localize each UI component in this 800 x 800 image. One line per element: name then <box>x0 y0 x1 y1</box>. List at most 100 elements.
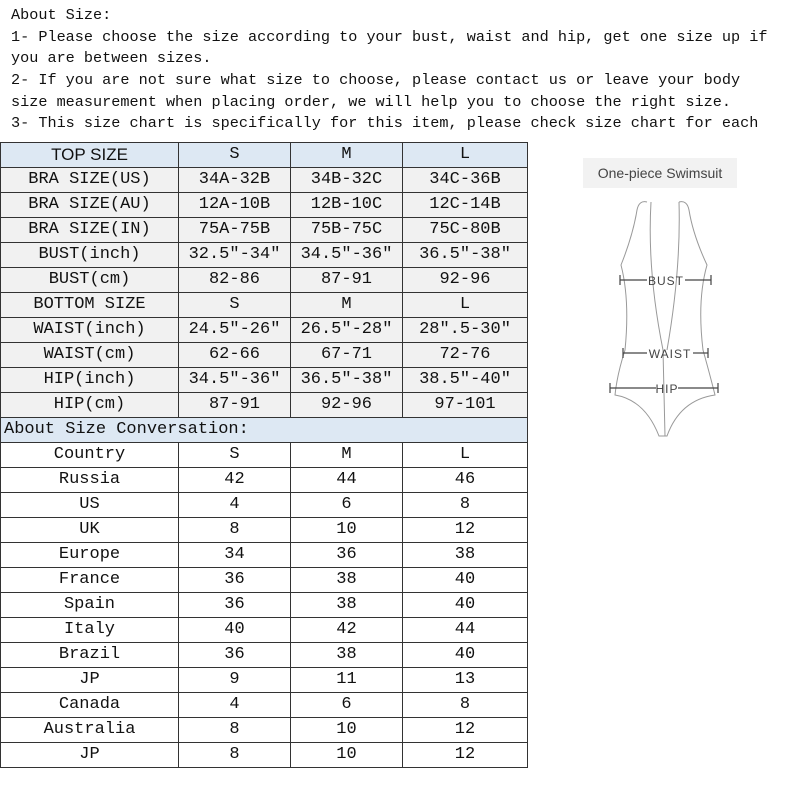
size-cell: 12A-10B <box>178 192 291 218</box>
instruction-line: 3- This size chart is specifically for t… <box>11 114 759 133</box>
hip-label: HIP <box>655 382 678 396</box>
table-row: BRA SIZE(US) 34A-32B 34B-32C 34C-36B <box>0 167 528 193</box>
table-row: WAIST(inch) 24.5″-26″ 26.5″-28″ 28″.5-30″ <box>0 317 528 343</box>
size-cell: 38 <box>290 567 403 593</box>
size-cell: 4 <box>178 492 291 518</box>
size-cell: 36 <box>290 542 403 568</box>
table-row: France 36 38 40 <box>0 567 528 593</box>
size-cell: 8 <box>178 717 291 743</box>
size-cell: 38.5″-40″ <box>402 367 528 393</box>
size-cell: 34C-36B <box>402 167 528 193</box>
instruction-line: you are between sizes. <box>11 49 212 68</box>
size-cell: L <box>402 292 528 318</box>
row-label: HIP(inch) <box>0 367 179 393</box>
size-cell: 44 <box>402 617 528 643</box>
size-cell: 10 <box>290 517 403 543</box>
instruction-line: 2- If you are not sure what size to choo… <box>11 71 741 90</box>
size-cell: 72-76 <box>402 342 528 368</box>
size-cell: 26.5″-28″ <box>290 317 403 343</box>
size-cell: 10 <box>290 717 403 743</box>
size-cell: 97-101 <box>402 392 528 418</box>
size-cell: 34.5″-36″ <box>290 242 403 268</box>
row-label: Country <box>0 442 179 468</box>
size-cell: S <box>178 142 291 168</box>
size-cell: 36 <box>178 567 291 593</box>
size-cell: 6 <box>290 692 403 718</box>
row-label: US <box>0 492 179 518</box>
row-label: BRA SIZE(IN) <box>0 217 179 243</box>
size-cell: 9 <box>178 667 291 693</box>
table-row: Australia 8 10 12 <box>0 717 528 743</box>
row-label: WAIST(inch) <box>0 317 179 343</box>
table-row: WAIST(cm) 62-66 67-71 72-76 <box>0 342 528 368</box>
row-label: BOTTOM SIZE <box>0 292 179 318</box>
diagram-title: One-piece Swimsuit <box>583 158 737 188</box>
table-row: Spain 36 38 40 <box>0 592 528 618</box>
row-label: BUST(cm) <box>0 267 179 293</box>
size-cell: 24.5″-26″ <box>178 317 291 343</box>
size-cell: 67-71 <box>290 342 403 368</box>
size-cell: 12 <box>402 717 528 743</box>
row-label: France <box>0 567 179 593</box>
size-cell: 38 <box>402 542 528 568</box>
table-row: Brazil 36 38 40 <box>0 642 528 668</box>
row-label: JP <box>0 742 179 768</box>
size-cell: 92-96 <box>402 267 528 293</box>
bust-label: BUST <box>648 274 684 288</box>
size-cell: 36.5″-38″ <box>402 242 528 268</box>
row-label: BUST(inch) <box>0 242 179 268</box>
size-cell: 82-86 <box>178 267 291 293</box>
swimsuit-outline-icon: BUST WAIST HIP <box>609 201 719 437</box>
table-row: Russia 42 44 46 <box>0 467 528 493</box>
row-label: BRA SIZE(US) <box>0 167 179 193</box>
size-cell: 75B-75C <box>290 217 403 243</box>
size-cell: L <box>402 142 528 168</box>
row-label: HIP(cm) <box>0 392 179 418</box>
size-cell: M <box>290 442 403 468</box>
row-label: Europe <box>0 542 179 568</box>
size-cell: 34B-32C <box>290 167 403 193</box>
size-cell: 32.5″-34″ <box>178 242 291 268</box>
table-row: Europe 34 36 38 <box>0 542 528 568</box>
size-cell: 92-96 <box>290 392 403 418</box>
table-row: Italy 40 42 44 <box>0 617 528 643</box>
table-row: BRA SIZE(IN) 75A-75B 75B-75C 75C-80B <box>0 217 528 243</box>
waist-label: WAIST <box>649 347 692 361</box>
row-label: Brazil <box>0 642 179 668</box>
row-label: Australia <box>0 717 179 743</box>
row-label: Italy <box>0 617 179 643</box>
size-cell: 12 <box>402 742 528 768</box>
size-cell: 34A-32B <box>178 167 291 193</box>
size-cell: 44 <box>290 467 403 493</box>
instruction-line: size measurement when placing order, we … <box>11 92 732 111</box>
size-cell: 40 <box>402 567 528 593</box>
size-chart-table: TOP SIZE S M L BRA SIZE(US) 34A-32B 34B-32C 34C… <box>0 142 528 768</box>
size-cell: 12 <box>402 517 528 543</box>
size-cell: 87-91 <box>290 267 403 293</box>
swimsuit-measurement-diagram: One-piece Swimsuit BUST WAIST HIP <box>575 150 755 450</box>
size-cell: 75C-80B <box>402 217 528 243</box>
row-label: UK <box>0 517 179 543</box>
instruction-line: About Size: <box>11 6 112 24</box>
conversion-title: About Size Conversation: <box>0 417 528 443</box>
size-cell: 13 <box>402 667 528 693</box>
size-cell: 62-66 <box>178 342 291 368</box>
size-cell: 10 <box>290 742 403 768</box>
table-row: HIP(cm) 87-91 92-96 97-101 <box>0 392 528 418</box>
size-cell: 36.5″-38″ <box>290 367 403 393</box>
size-cell: S <box>178 292 291 318</box>
size-cell: 42 <box>178 467 291 493</box>
row-label: Spain <box>0 592 179 618</box>
instruction-line: 1- Please choose the size according to y… <box>11 27 768 46</box>
conversion-header-row: Country S M L <box>0 442 528 468</box>
size-cell: 36 <box>178 642 291 668</box>
size-cell: 8 <box>402 692 528 718</box>
size-cell: 4 <box>178 692 291 718</box>
table-row: BUST(cm) 82-86 87-91 92-96 <box>0 267 528 293</box>
size-cell: 34 <box>178 542 291 568</box>
row-label: Canada <box>0 692 179 718</box>
size-cell: 36 <box>178 592 291 618</box>
size-cell: 8 <box>178 742 291 768</box>
table-row: HIP(inch) 34.5″-36″ 36.5″-38″ 38.5″-40″ <box>0 367 528 393</box>
table-row: US 4 6 8 <box>0 492 528 518</box>
